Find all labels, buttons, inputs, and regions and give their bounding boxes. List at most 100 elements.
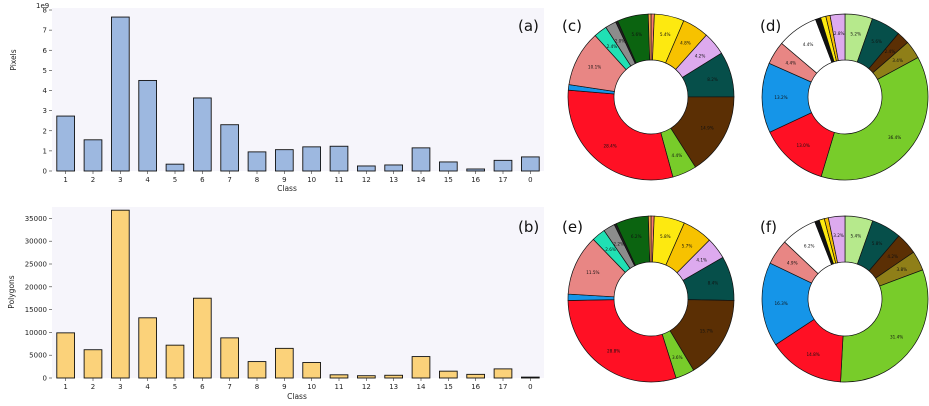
bar-b-15 [439,370,458,379]
bar-b-13 [384,374,403,379]
bar-a-2 [83,139,103,172]
x-tick-label: 11 [335,176,344,184]
y-tick-label: 25000 [25,261,47,269]
x-tick-label: 3 [118,176,122,184]
x-tick-label: 5 [173,176,177,184]
bar-b-9 [275,347,294,379]
slice-label: 3.4% [892,58,903,63]
panel-label-f: (f) [760,218,777,236]
offset-label-a: 1e9 [36,2,49,10]
bar-b-7 [220,337,240,379]
x-tick-label: 8 [255,176,259,184]
bars-b [56,209,540,379]
slice-label: 5.6% [632,32,643,37]
y-tick-label: 0 [43,375,47,383]
slice-label: 8.2% [707,77,718,82]
x-tick-label: 13 [389,383,398,391]
x-tick-label: 0 [528,383,532,391]
slice-label: 31.4% [890,334,903,339]
bar-a-1 [56,115,75,172]
donut-slice [647,13,652,61]
x-tick-label: 6 [200,176,205,184]
slice-label: 4.1% [696,257,707,262]
donut-slice [820,57,929,181]
slice-label: 4.2% [887,254,898,259]
bar-a-10 [302,146,321,172]
donut-slice [567,89,674,181]
x-tick-label: 0 [528,176,532,184]
x-tick-label: 15 [444,176,453,184]
bar-a-6 [192,97,212,172]
slice-label: 11.5% [586,270,599,275]
y-tick-label: 0 [43,168,47,176]
bar-b-12 [357,375,376,379]
donut-chart-f: 5.4% 5.8% 4.2% 3.8% 31.4% 14.8% 16.3% 4.9% 6.2% 3… [761,215,929,383]
x-tick-label: 12 [362,383,371,391]
bar-b-2 [83,349,103,379]
slice-label: 3.6% [672,355,683,360]
x-axis-label-b: Class [287,392,307,401]
slice-label: 14.8% [806,352,819,357]
bar-a-3 [110,16,130,172]
bar-b-14 [411,356,431,379]
donut-chart-d: 5.2% 5.6%2.4% 3.4% 36.4% 13.0% 13.2% 4.4% 4.4% 2… [761,13,929,181]
x-axis-label-a: Class [277,184,297,193]
y-tick-label: 4 [43,87,48,95]
bar-b-0 [521,376,540,379]
slice-label: 2.8% [834,31,845,36]
x-tick-label: 4 [145,383,150,391]
y-tick-label: 2 [43,127,47,135]
bar-a-11 [329,145,349,172]
y-tick-label: 5 [43,67,47,75]
slice-label: 4.4% [803,42,814,47]
slice-label: 6.2% [804,243,815,248]
bar-b-8 [247,361,267,379]
bar-a-16 [466,168,485,172]
bar-a-12 [357,165,376,172]
bar-b-1 [56,332,75,379]
slice-label: 5.4% [660,32,671,37]
x-tick-label: 17 [499,176,508,184]
y-tick-label: 6 [43,47,48,55]
slice-label: 3.8% [896,267,907,272]
slice-label: 3.2% [833,233,844,238]
plot-area-b [52,207,544,378]
plot-area-a [52,8,544,171]
bar-b-4 [138,317,158,379]
bar-b-11 [329,374,349,379]
x-tick-label: 9 [282,383,286,391]
y-tick-label: 3 [43,107,47,115]
slice-label: 36.4% [888,135,901,140]
donut-slice [827,215,846,264]
slice-label: 2.4% [607,44,618,49]
slice-label: 14.9% [700,125,713,130]
x-tick-label: 14 [417,383,426,391]
y-axis-label-a: Pixels [9,49,18,70]
y-tick-label: 10000 [25,329,47,337]
slice-label: 6.2% [631,234,642,239]
x-tick-label: 10 [307,176,316,184]
bar-a-7 [220,124,240,172]
panel-label-c: (c) [562,17,582,35]
donut-slice [567,299,677,383]
x-tick-label: 11 [335,383,344,391]
bar-b-16 [466,373,485,379]
x-tick-label: 6 [200,383,205,391]
x-tick-label: 8 [255,383,259,391]
bar-a-13 [384,164,403,172]
slice-label: 5.6% [871,39,882,44]
donut-slice [829,13,846,62]
y-tick-label: 1 [43,147,47,155]
bars-a [56,16,540,172]
slice-label: 5.2% [850,31,861,36]
slice-label: 4.4% [785,60,796,65]
x-tick-label: 7 [227,176,231,184]
x-tick-label: 16 [471,176,480,184]
bar-b-3 [110,209,130,379]
y-tick-label: 8 [43,7,47,15]
bar-a-5 [165,163,185,172]
x-tick-label: 16 [471,383,480,391]
x-tick-label: 17 [499,383,508,391]
